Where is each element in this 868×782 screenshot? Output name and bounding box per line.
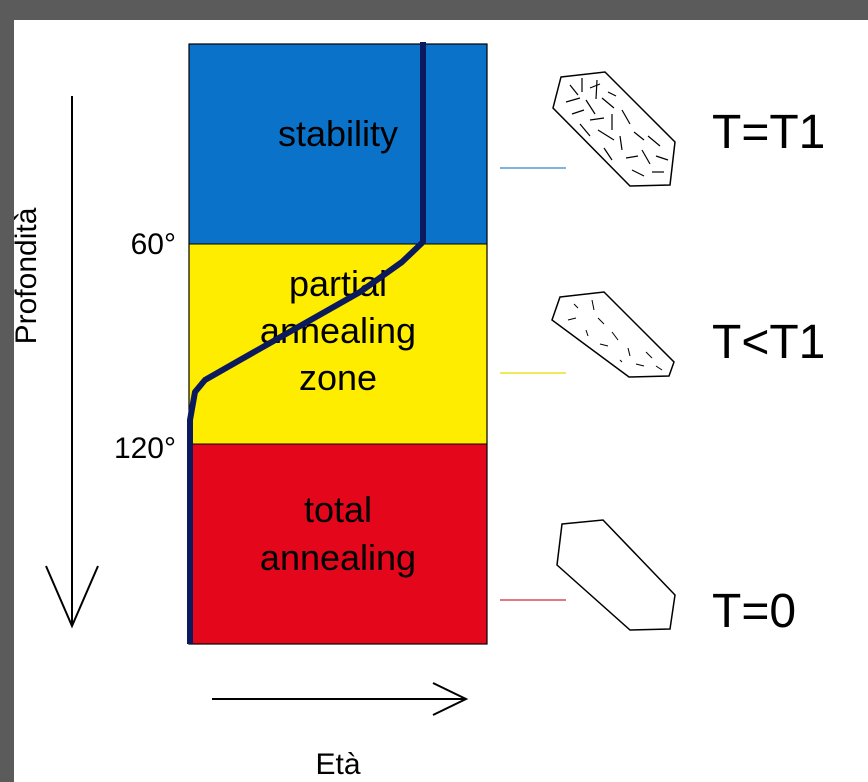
label-partial: T<T1 xyxy=(712,316,825,369)
sparse-tracks-crystal-icon xyxy=(551,291,675,378)
zone-label-total-1: total xyxy=(304,489,372,530)
temperature-label-120: 120° xyxy=(114,432,176,465)
frame-left xyxy=(0,0,14,782)
label-stability: T=T1 xyxy=(712,106,825,159)
frame-top xyxy=(0,0,868,20)
zone-stability xyxy=(189,44,487,244)
age-axis-label: Età xyxy=(315,748,360,781)
depth-axis-label: Profondità xyxy=(10,207,43,344)
zone-label-total-2: annealing xyxy=(260,537,416,578)
zone-total-annealing xyxy=(189,444,487,644)
age-axis-arrowhead xyxy=(432,682,469,716)
zone-partial-annealing xyxy=(189,244,487,444)
zone-border xyxy=(188,43,488,645)
label-total: T=0 xyxy=(712,585,796,638)
zone-label-stability: stability xyxy=(278,113,398,154)
age-curve xyxy=(187,42,426,644)
zone-label-partial-3: zone xyxy=(299,357,377,398)
zone-label-partial-2: annealing xyxy=(260,310,416,351)
temperature-label-60: 60° xyxy=(131,228,176,261)
dense-tracks-crystal-icon xyxy=(552,71,676,187)
empty-crystal-icon xyxy=(556,519,676,631)
depth-axis-arrowhead xyxy=(45,565,99,629)
